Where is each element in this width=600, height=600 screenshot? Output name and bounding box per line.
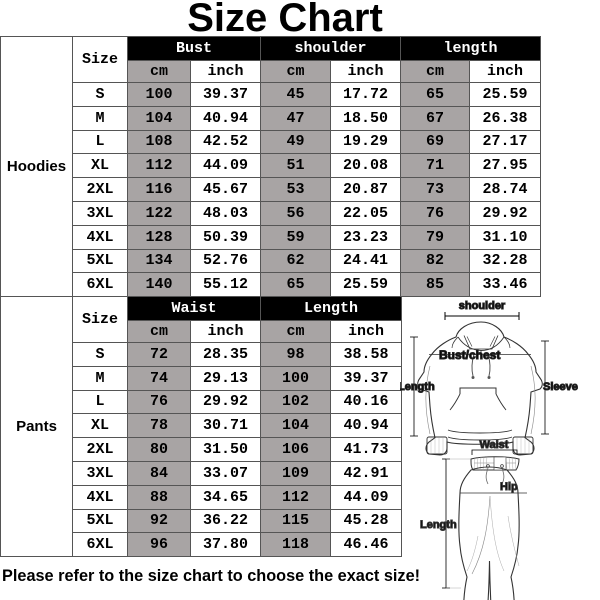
svg-text:Waist: Waist <box>480 439 509 451</box>
svg-text:Length: Length <box>400 381 435 393</box>
svg-text:shoulder: shoulder <box>459 300 506 312</box>
svg-text:Sleeve: Sleeve <box>543 381 578 393</box>
svg-text:Length: Length <box>420 519 457 531</box>
svg-text:Bust/chest: Bust/chest <box>439 348 500 362</box>
